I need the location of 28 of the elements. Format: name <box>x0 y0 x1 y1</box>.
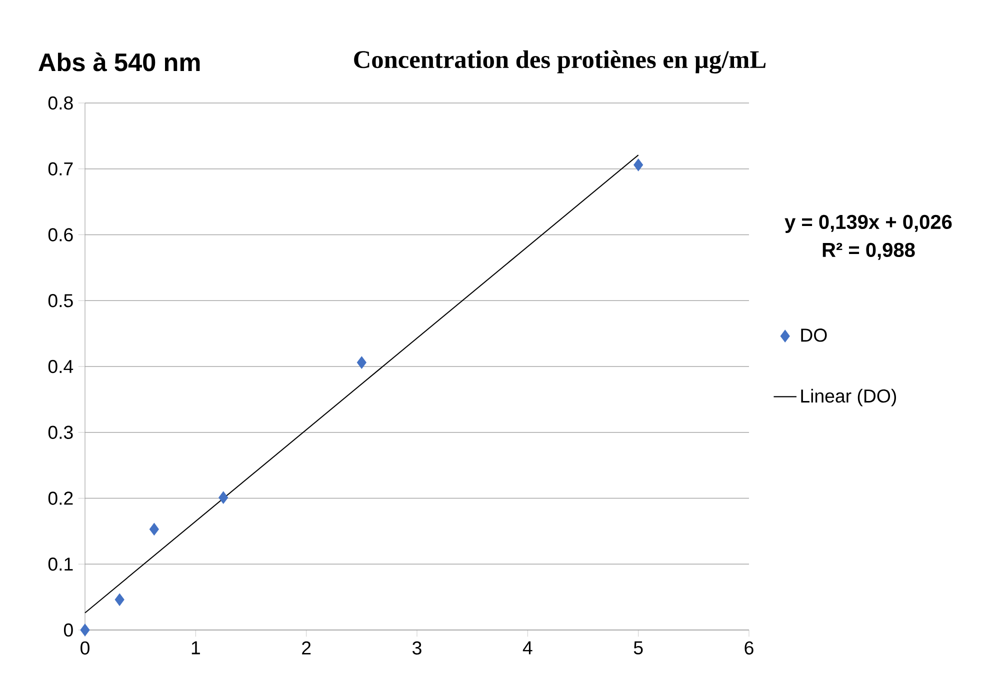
legend-label: DO <box>801 328 827 342</box>
legend-label: Linear (DO) <box>801 388 896 406</box>
text: y = 0,139x + 0,026 <box>784 214 952 233</box>
y-tick-label: 0.1 <box>48 557 73 571</box>
point <box>114 593 124 606</box>
x-tick-label: 1 <box>192 641 200 654</box>
y-tick-label: 0.5 <box>48 294 73 308</box>
x-tick-label: 5 <box>634 641 643 654</box>
y-tick-label: 0 <box>64 623 73 637</box>
x-tick-label: 2 <box>302 641 311 654</box>
x-tick-label: 4 <box>522 641 532 654</box>
y-tick-label: 0.6 <box>48 228 73 242</box>
point <box>149 522 159 536</box>
y-tick-label: 0.8 <box>48 96 73 110</box>
text: R² = 0,988 <box>822 242 915 260</box>
y-tick-label: 0.7 <box>48 162 73 176</box>
y-tick-label: 0.2 <box>48 492 73 505</box>
chart-title: Concentration des protiènes en µg/mL <box>354 50 766 74</box>
x-tick-label: 6 <box>744 641 754 655</box>
point <box>80 624 90 636</box>
point <box>634 158 644 172</box>
point <box>218 491 228 504</box>
y-axis-title: Abs à 540 nm <box>38 52 200 72</box>
y-tick-label: 0.3 <box>48 426 73 439</box>
point <box>356 356 366 369</box>
y-tick-label: 0.4 <box>48 360 74 374</box>
x-tick-label: 3 <box>412 641 422 655</box>
x-tick-label: 0 <box>80 641 90 655</box>
